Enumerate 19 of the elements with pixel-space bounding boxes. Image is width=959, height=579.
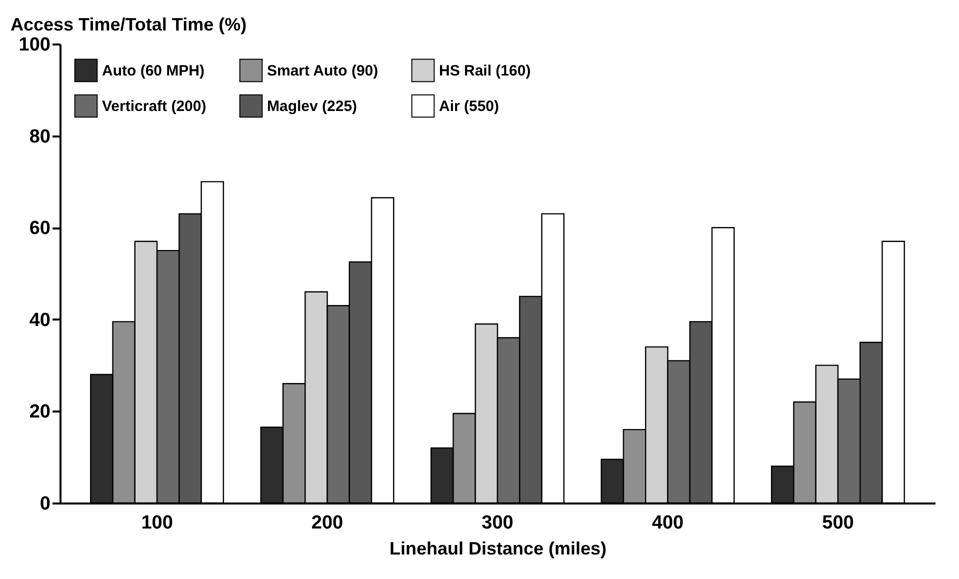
y-tick-label: 80: [29, 126, 50, 148]
y-tick-label: 0: [40, 494, 50, 514]
x-tick-label: 100: [141, 512, 173, 534]
legend-label: HS Rail (160): [439, 62, 531, 80]
legend-label: Auto (60 MPH): [102, 62, 204, 80]
y-tick-label: 40: [29, 310, 50, 331]
legend-label: Verticraft (200): [102, 98, 206, 115]
y-tick-label: 20: [29, 402, 50, 423]
y-axis-title: Access Time/Total Time (%): [10, 14, 247, 34]
y-tick-label: 60: [29, 218, 50, 240]
x-tick-label: 200: [311, 512, 344, 534]
x-tick-label: 400: [652, 512, 684, 534]
legend-label: Air (550): [439, 98, 500, 115]
legend-label: Smart Auto (90): [267, 62, 378, 80]
legend-label: Maglev (225): [267, 98, 358, 115]
x-tick-label: 300: [482, 512, 514, 534]
y-tick-label: 100: [18, 34, 50, 56]
x-tick-label: 500: [822, 512, 854, 534]
x-axis-title: Linehaul Distance (miles): [389, 538, 607, 558]
